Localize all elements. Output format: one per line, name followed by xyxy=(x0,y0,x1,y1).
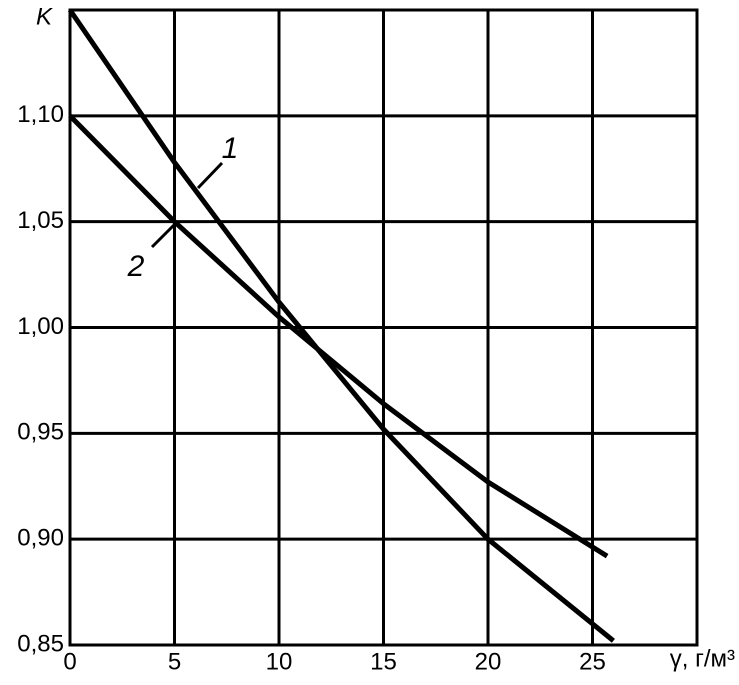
x-tick-label: 25 xyxy=(579,648,606,675)
curve-label: 2 xyxy=(127,250,145,283)
plot-frame xyxy=(68,8,699,647)
line-series xyxy=(67,8,615,643)
x-tick-label: 5 xyxy=(168,648,181,675)
x-tick-label: 15 xyxy=(370,648,397,675)
curve-label: 1 xyxy=(222,132,239,165)
y-tick-label: 0,85 xyxy=(17,630,64,657)
leader-line xyxy=(196,161,224,190)
x-tick-label: 0 xyxy=(63,648,76,675)
y-tick-label: 1,05 xyxy=(17,207,64,234)
x-axis-label: γ, г/м³ xyxy=(670,645,735,672)
y-tick-label: 1,00 xyxy=(17,313,64,340)
y-tick-label: 1,10 xyxy=(17,101,64,128)
x-tick-label: 10 xyxy=(266,648,293,675)
y-axis-label: K xyxy=(36,3,53,30)
line-series xyxy=(68,114,609,559)
y-tick-label: 0,90 xyxy=(17,525,64,552)
x-tick-label: 20 xyxy=(475,648,502,675)
y-tick-label: 0,95 xyxy=(17,419,64,446)
leader-line xyxy=(150,220,179,249)
